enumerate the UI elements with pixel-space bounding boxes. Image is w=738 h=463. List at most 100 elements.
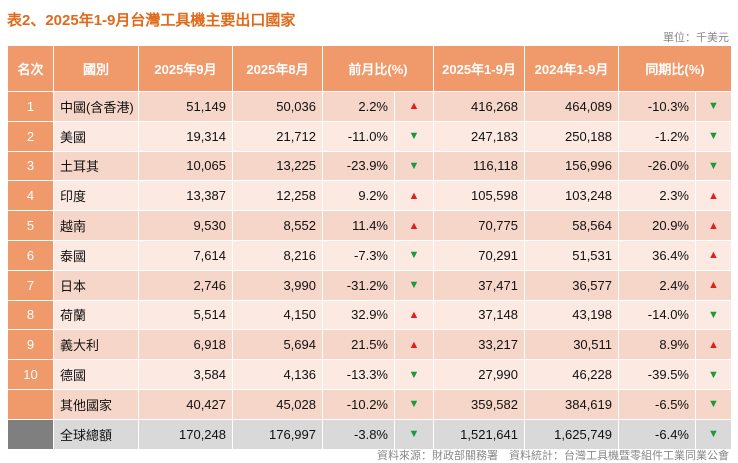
yoy-arrow-cell: ▼ bbox=[695, 388, 732, 420]
table-row: 10 德國 3,584 4,136 -13.3% ▼ 27,990 46,228 -39.5% ▼ bbox=[7, 359, 732, 390]
sep-value: 2,746 bbox=[138, 269, 233, 301]
rank-cell: 6 bbox=[7, 239, 54, 271]
header-yoy: 同期比(%) bbox=[618, 45, 732, 92]
triangle-up-icon: ▲ bbox=[408, 100, 420, 113]
triangle-down-icon: ▼ bbox=[708, 398, 719, 411]
yoy-arrow-cell: ▲ bbox=[695, 239, 732, 271]
prev-ytd-value: 30,511 bbox=[524, 329, 619, 361]
country-cell: 美國 bbox=[53, 120, 139, 152]
prev-ytd-value: 1,625,749 bbox=[524, 418, 619, 450]
yoy-value: -26.0% bbox=[618, 150, 696, 182]
table-row: 4 印度 13,387 12,258 9.2% ▲ 105,598 103,248 2.3% ▲ bbox=[7, 180, 732, 212]
ytd-value: 70,291 bbox=[433, 239, 525, 271]
aug-value: 4,136 bbox=[232, 359, 323, 390]
triangle-down-icon: ▼ bbox=[708, 308, 719, 321]
sep-value: 51,149 bbox=[138, 91, 233, 122]
mom-value: 11.4% bbox=[322, 210, 395, 241]
prev-ytd-value: 58,564 bbox=[524, 210, 619, 241]
header-country: 國別 bbox=[53, 45, 139, 92]
country-cell: 全球總額 bbox=[53, 418, 139, 450]
triangle-down-icon: ▼ bbox=[708, 368, 719, 381]
mom-value: 2.2% bbox=[322, 91, 395, 122]
ytd-value: 33,217 bbox=[433, 329, 525, 361]
table-row: 7 日本 2,746 3,990 -31.2% ▼ 37,471 36,577 2.4% ▲ bbox=[7, 269, 732, 301]
header-prev-ytd: 2024年1-9月 bbox=[524, 45, 619, 92]
sep-value: 7,614 bbox=[138, 239, 233, 271]
sep-value: 5,514 bbox=[138, 299, 233, 331]
country-cell: 中國(含香港) bbox=[53, 91, 139, 122]
mom-value: -23.9% bbox=[322, 150, 395, 182]
mom-arrow-cell: ▼ bbox=[394, 120, 434, 152]
ytd-value: 70,775 bbox=[433, 210, 525, 241]
table-row: 其他國家 40,427 45,028 -10.2% ▼ 359,582 384,619 -6.… bbox=[7, 388, 732, 420]
table-row: 2 美國 19,314 21,712 -11.0% ▼ 247,183 250,188 -1.2… bbox=[7, 120, 732, 152]
prev-ytd-value: 156,996 bbox=[524, 150, 619, 182]
country-cell: 日本 bbox=[53, 269, 139, 301]
yoy-value: -1.2% bbox=[618, 120, 696, 152]
mom-arrow-cell: ▼ bbox=[394, 418, 434, 450]
rank-cell bbox=[7, 388, 54, 420]
ytd-value: 1,521,641 bbox=[433, 418, 525, 450]
country-cell: 土耳其 bbox=[53, 150, 139, 182]
yoy-arrow-cell: ▼ bbox=[695, 418, 732, 450]
sep-value: 19,314 bbox=[138, 120, 233, 152]
mom-value: 32.9% bbox=[322, 299, 395, 331]
header-aug: 2025年8月 bbox=[232, 45, 323, 92]
triangle-down-icon: ▼ bbox=[408, 159, 420, 172]
header-sep: 2025年9月 bbox=[138, 45, 233, 92]
mom-arrow-cell: ▼ bbox=[394, 150, 434, 182]
triangle-down-icon: ▼ bbox=[408, 428, 420, 441]
mom-arrow-cell: ▼ bbox=[394, 359, 434, 390]
aug-value: 13,225 bbox=[232, 150, 323, 182]
aug-value: 8,216 bbox=[232, 239, 323, 271]
triangle-down-icon: ▼ bbox=[708, 159, 719, 172]
triangle-up-icon: ▲ bbox=[708, 219, 719, 232]
header-rank: 名次 bbox=[7, 45, 54, 92]
ytd-value: 37,148 bbox=[433, 299, 525, 331]
ytd-value: 116,118 bbox=[433, 150, 525, 182]
table-row: 3 土耳其 10,065 13,225 -23.9% ▼ 116,118 156,996 -26… bbox=[7, 150, 732, 182]
rank-cell: 7 bbox=[7, 269, 54, 301]
mom-value: -11.0% bbox=[322, 120, 395, 152]
country-cell: 其他國家 bbox=[53, 388, 139, 420]
sep-value: 13,387 bbox=[138, 180, 233, 212]
prev-ytd-value: 384,619 bbox=[524, 388, 619, 420]
table-row: 9 義大利 6,918 5,694 21.5% ▲ 33,217 30,511 8.9% ▲ bbox=[7, 329, 732, 361]
country-cell: 印度 bbox=[53, 180, 139, 212]
country-cell: 泰國 bbox=[53, 239, 139, 271]
ytd-value: 416,268 bbox=[433, 91, 525, 122]
rank-cell: 1 bbox=[7, 91, 54, 122]
triangle-up-icon: ▲ bbox=[708, 338, 719, 351]
aug-value: 8,552 bbox=[232, 210, 323, 241]
rank-cell bbox=[7, 418, 54, 450]
sep-value: 170,248 bbox=[138, 418, 233, 450]
country-cell: 義大利 bbox=[53, 329, 139, 361]
yoy-arrow-cell: ▲ bbox=[695, 269, 732, 301]
triangle-down-icon: ▼ bbox=[408, 398, 420, 411]
mom-value: -10.2% bbox=[322, 388, 395, 420]
yoy-arrow-cell: ▼ bbox=[695, 120, 732, 152]
prev-ytd-value: 36,577 bbox=[524, 269, 619, 301]
aug-value: 176,997 bbox=[232, 418, 323, 450]
prev-ytd-value: 464,089 bbox=[524, 91, 619, 122]
mom-value: 21.5% bbox=[322, 329, 395, 361]
country-cell: 荷蘭 bbox=[53, 299, 139, 331]
yoy-value: 36.4% bbox=[618, 239, 696, 271]
mom-value: -31.2% bbox=[322, 269, 395, 301]
export-table: 名次 國別 2025年9月 2025年8月 前月比(%) 2025年1-9月 2… bbox=[7, 45, 732, 450]
triangle-up-icon: ▲ bbox=[408, 308, 420, 321]
triangle-down-icon: ▼ bbox=[708, 428, 719, 441]
unit-label: 單位：千美元 bbox=[663, 32, 729, 44]
table-row: 8 荷蘭 5,514 4,150 32.9% ▲ 37,148 43,198 -14.0% ▼ bbox=[7, 299, 732, 331]
rank-cell: 4 bbox=[7, 180, 54, 212]
ytd-value: 37,471 bbox=[433, 269, 525, 301]
triangle-up-icon: ▲ bbox=[408, 219, 420, 232]
prev-ytd-value: 46,228 bbox=[524, 359, 619, 390]
triangle-down-icon: ▼ bbox=[408, 368, 420, 381]
aug-value: 12,258 bbox=[232, 180, 323, 212]
sep-value: 40,427 bbox=[138, 388, 233, 420]
mom-arrow-cell: ▲ bbox=[394, 329, 434, 361]
triangle-down-icon: ▼ bbox=[408, 249, 420, 262]
mom-arrow-cell: ▲ bbox=[394, 180, 434, 212]
sep-value: 9,530 bbox=[138, 210, 233, 241]
